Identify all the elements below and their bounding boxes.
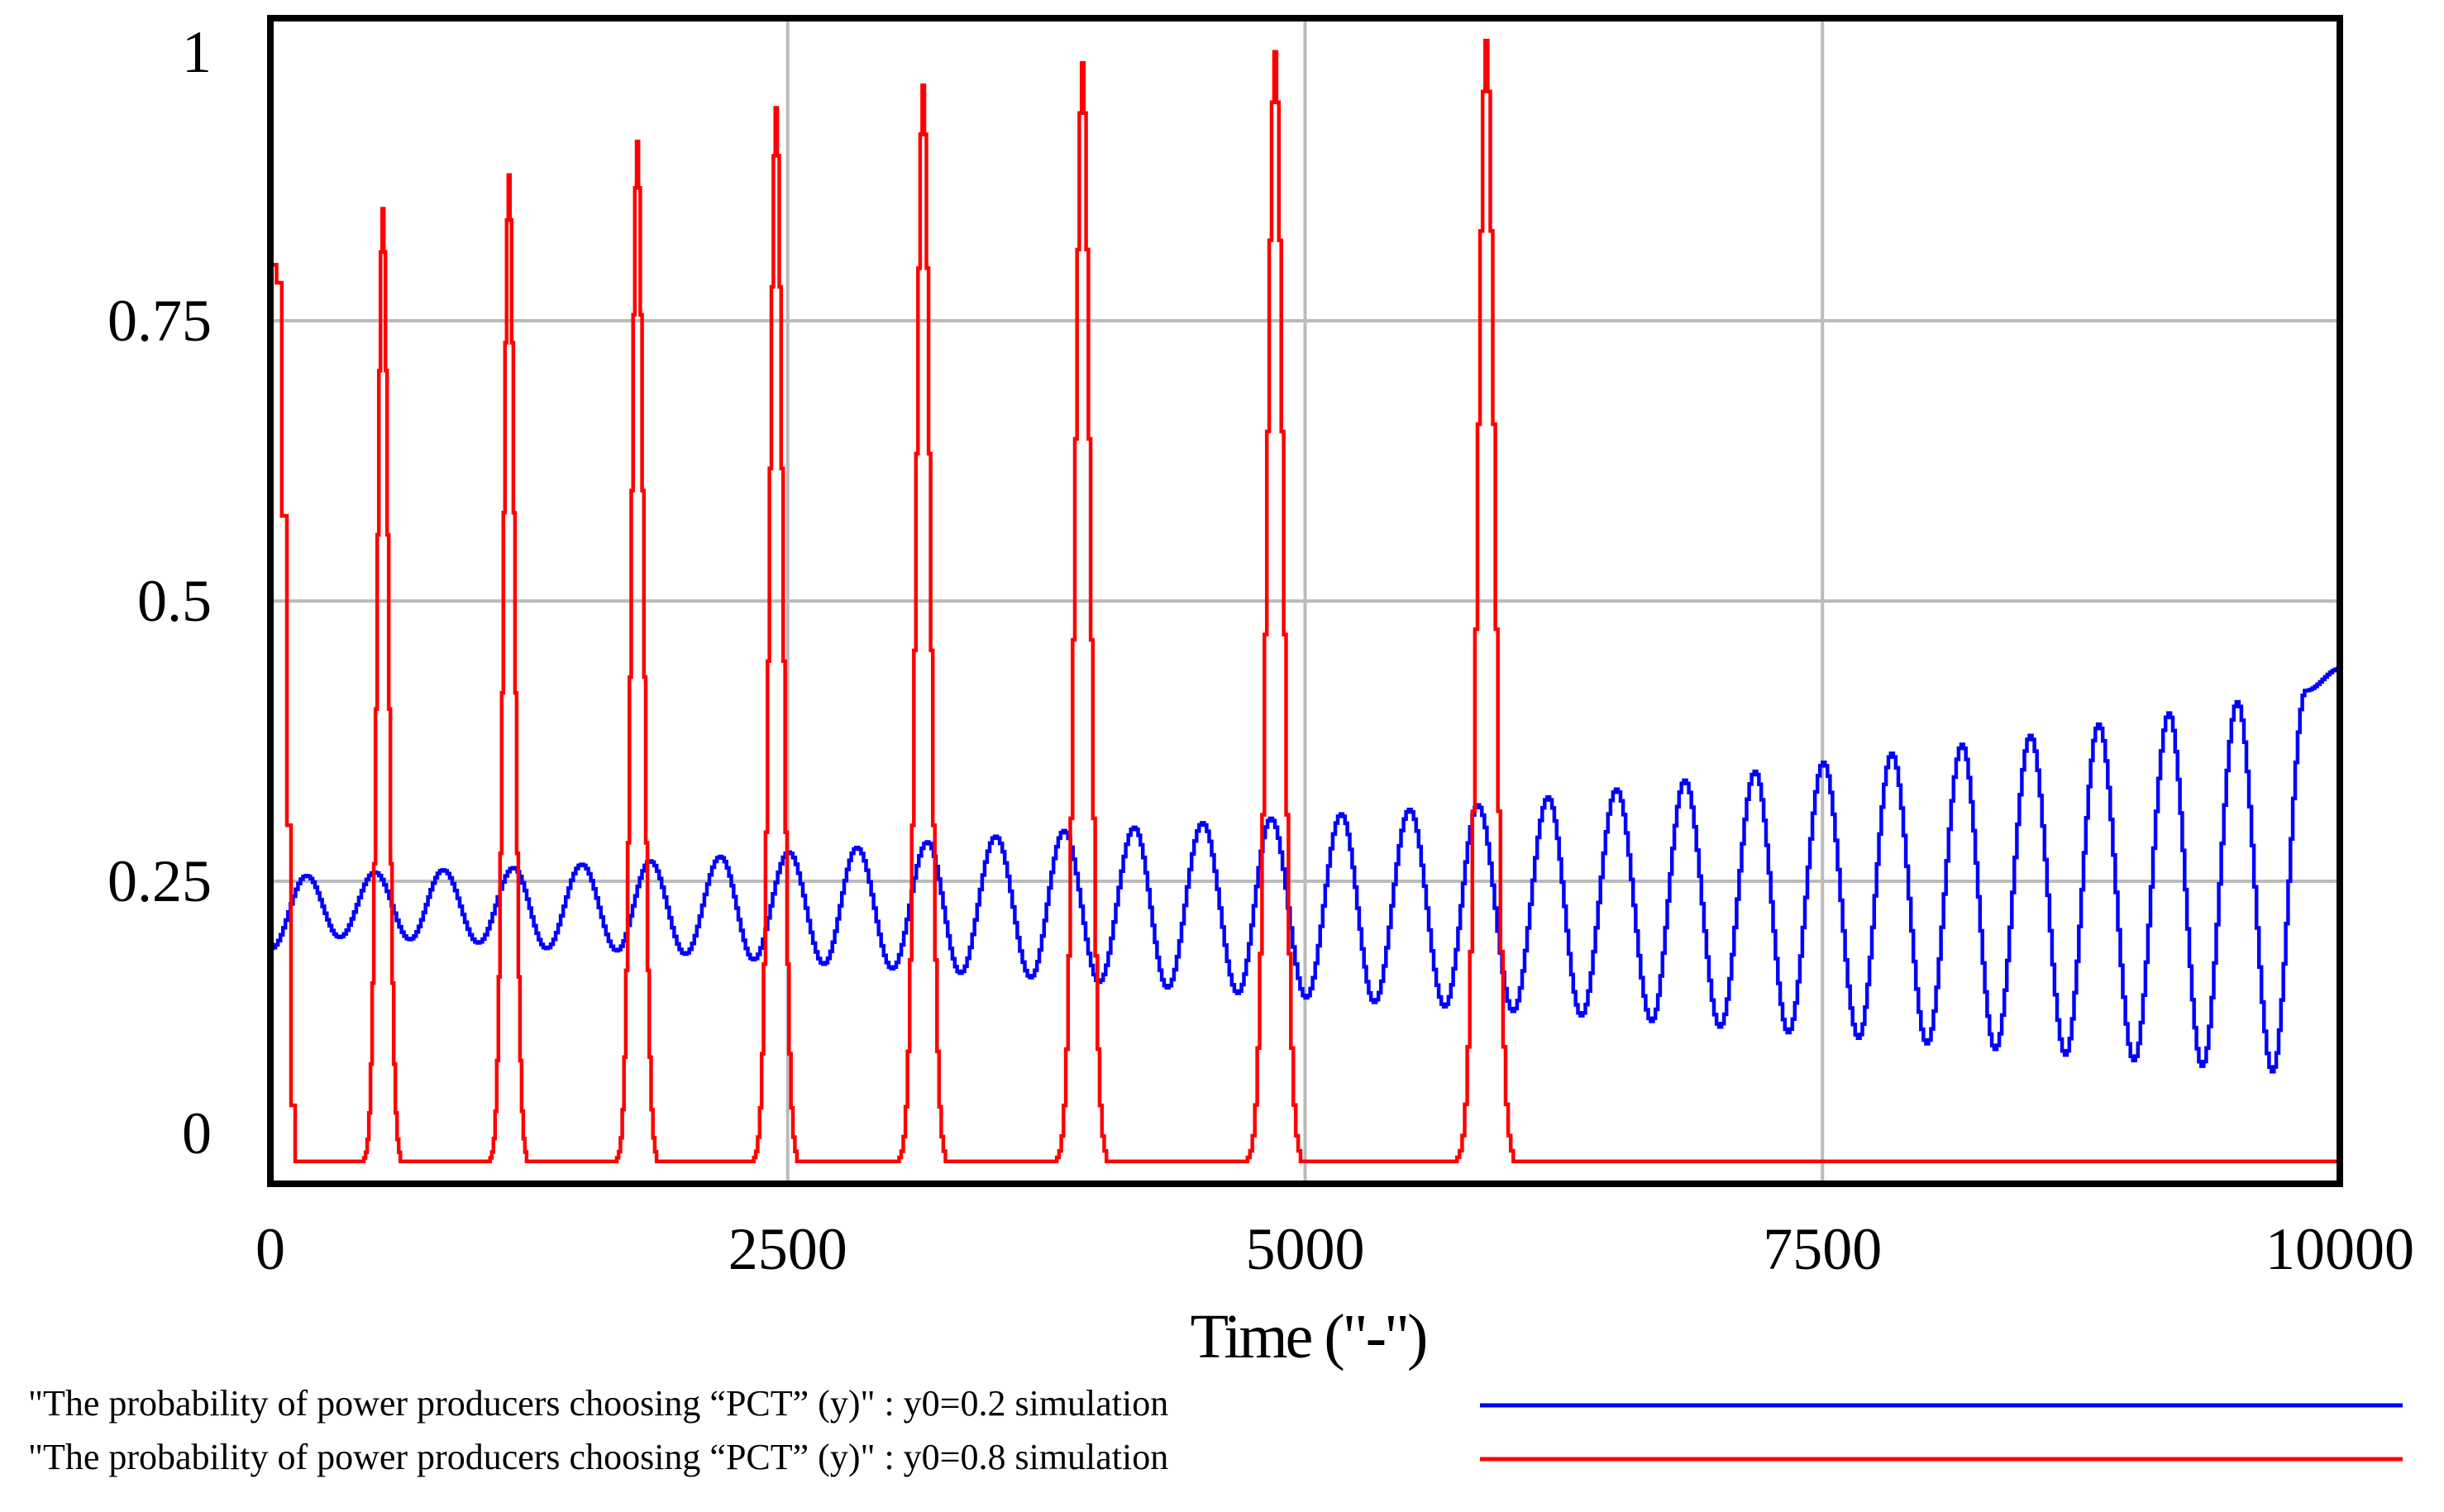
series-line-y0-0-2	[270, 666, 2342, 1074]
y-tick-label: 0.75	[107, 288, 212, 354]
x-axis-ticks: 0 2500 5000 7500 10000	[255, 1216, 2414, 1282]
legend-label: "The probability of power producers choo…	[28, 1383, 1168, 1424]
series-line-y0-0-8	[270, 38, 2340, 1164]
y-tick-label: 0.5	[137, 568, 212, 634]
y-tick-label: 1	[182, 19, 212, 85]
x-tick-label: 2500	[728, 1216, 847, 1282]
x-tick-label: 5000	[1246, 1216, 1365, 1282]
y-axis-ticks: 0 0.25 0.5 0.75 1	[107, 19, 212, 1166]
x-axis-title: Time ("-")	[1191, 1302, 1426, 1371]
series-layer	[270, 38, 2342, 1164]
plot-frame	[267, 15, 2343, 1187]
x-tick-label: 0	[255, 1216, 285, 1282]
x-tick-label: 10000	[2265, 1216, 2414, 1282]
x-tick-label: 7500	[1763, 1216, 1882, 1282]
legend: "The probability of power producers choo…	[28, 1383, 2403, 1477]
y-tick-label: 0	[182, 1100, 212, 1166]
y-tick-label: 0.25	[107, 848, 212, 914]
grid	[270, 18, 2340, 1184]
legend-label: "The probability of power producers choo…	[28, 1437, 1168, 1477]
